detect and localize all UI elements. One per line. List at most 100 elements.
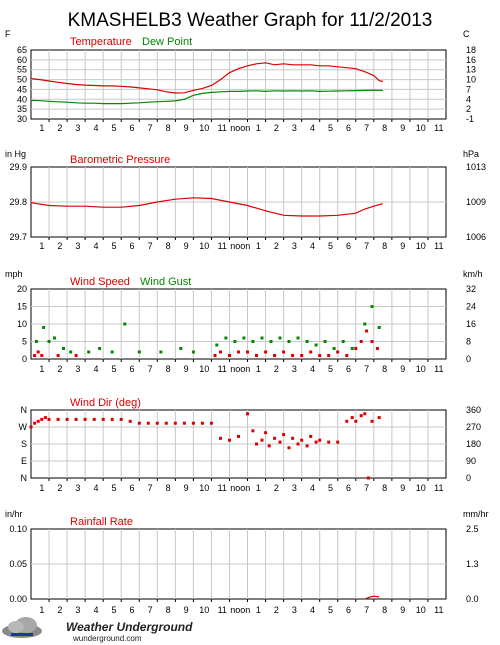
x-tick-label: 10 xyxy=(416,364,426,374)
data-point-wind-gust xyxy=(296,336,300,340)
data-point-wind-speed xyxy=(213,354,217,357)
x-tick-label: 5 xyxy=(328,605,333,615)
chart-panel-rainfall: 0.10 2.50.05 1.30.00 0.01 2 3 4 5 6 7 8 9 10 11 noon 1 2… xyxy=(5,509,489,615)
y-tick-label-left: 29.9 xyxy=(9,162,27,172)
data-point-wind-dir-deg xyxy=(155,421,159,425)
x-tick-label: 10 xyxy=(199,241,209,251)
data-point-wind-gust xyxy=(215,343,219,347)
data-point-wind-speed xyxy=(291,354,295,357)
x-tick-label: 1 xyxy=(256,123,261,133)
data-point-wind-gust xyxy=(363,322,367,326)
x-tick-label: 7 xyxy=(364,241,369,251)
y-tick-label-left: 65 xyxy=(17,45,27,55)
y-tick-label-left: 0.10 xyxy=(9,524,27,534)
plot-frame xyxy=(30,49,447,120)
x-tick-label: 6 xyxy=(346,605,351,615)
y-tick-label-right: 90 xyxy=(466,456,476,466)
y-tick-label-left: 35 xyxy=(17,104,27,114)
data-point-wind-gust xyxy=(377,326,381,329)
x-tick-label: 3 xyxy=(75,123,80,133)
data-point-wind-gust xyxy=(69,350,73,354)
x-tick-label: noon xyxy=(230,483,250,493)
x-tick-label: 5 xyxy=(111,364,116,374)
y-tick-label-right: 24 xyxy=(466,302,476,312)
data-point-wind-gust xyxy=(62,347,65,350)
data-point-wind-dir-deg xyxy=(36,419,40,423)
x-tick-label: 11 xyxy=(434,123,443,133)
x-tick-label: 4 xyxy=(310,364,315,374)
data-point-wind-gust xyxy=(42,326,46,329)
x-tick-label: 11 xyxy=(434,605,443,615)
y-tick-label-right: 270 xyxy=(466,422,481,432)
y-tick-label-left: 29.7 xyxy=(9,232,27,242)
x-tick-label: 2 xyxy=(274,364,279,374)
x-tick-label: 8 xyxy=(166,241,171,251)
x-tick-label: 9 xyxy=(400,483,405,493)
x-tick-label: 11 xyxy=(218,123,227,133)
left-unit-label: in Hg xyxy=(5,149,26,159)
y-tick-label-right: 2.5 xyxy=(466,524,479,534)
y-tick-label-left: W xyxy=(19,422,28,432)
y-tick-label-right: 32 xyxy=(466,284,476,294)
data-point-wind-gust xyxy=(98,347,102,350)
data-point-wind-gust xyxy=(370,305,374,308)
x-tick-label: 2 xyxy=(57,241,62,251)
data-point-wind-dir-deg xyxy=(327,440,331,444)
data-point-wind-gust xyxy=(269,340,273,343)
data-point-wind-dir-deg xyxy=(33,421,37,425)
data-point-wind-speed xyxy=(354,347,358,350)
x-tick-label: 1 xyxy=(256,364,261,374)
x-tick-label: 1 xyxy=(39,364,44,374)
series-label-wind-gust: Wind Gust xyxy=(140,276,191,288)
y-tick-label-right: 0 xyxy=(466,473,471,483)
data-point-wind-dir-deg xyxy=(300,438,304,442)
data-point-wind-dir-deg xyxy=(273,436,277,440)
data-point-wind-gust xyxy=(341,340,345,343)
data-point-wind-gust xyxy=(305,340,309,343)
data-point-wind-speed xyxy=(33,354,37,357)
data-point-wind-gust xyxy=(260,336,264,340)
x-tick-label: 8 xyxy=(166,364,171,374)
data-point-wind-dir-deg xyxy=(287,446,291,450)
data-point-wind-dir-deg xyxy=(264,431,268,435)
x-tick-label: 8 xyxy=(382,123,387,133)
data-point-wind-gust xyxy=(179,347,183,350)
data-point-wind-dir-deg xyxy=(182,421,186,425)
x-tick-label: 9 xyxy=(184,605,189,615)
wunderground-logo[interactable]: Weather Underground wunderground.com xyxy=(2,617,193,643)
y-tick-label-right: 1006 xyxy=(466,232,486,242)
x-tick-label: 2 xyxy=(274,483,279,493)
right-unit-label: km/h xyxy=(463,269,483,279)
x-tick-label: 1 xyxy=(39,241,44,251)
x-tick-label: 8 xyxy=(166,483,171,493)
x-tick-label: 4 xyxy=(310,123,315,133)
data-point-wind-speed xyxy=(375,347,379,350)
x-tick-label: 7 xyxy=(148,605,153,615)
x-tick-label: 7 xyxy=(364,605,369,615)
data-point-wind-dir-deg xyxy=(366,476,370,480)
data-point-wind-dir-deg xyxy=(137,421,141,425)
x-tick-label: 3 xyxy=(292,483,297,493)
data-point-wind-speed xyxy=(255,354,258,357)
series-label-wind-dir-deg: Wind Dir (deg) xyxy=(70,397,141,409)
y-tick-label-right: 0 xyxy=(466,354,471,364)
y-tick-label-left: 5 xyxy=(22,337,27,347)
data-point-wind-dir-deg xyxy=(255,442,258,446)
x-tick-label: 3 xyxy=(75,241,80,251)
data-point-wind-dir-deg xyxy=(146,421,150,425)
x-tick-label: 10 xyxy=(416,123,426,133)
series-line-temperature xyxy=(30,62,383,94)
x-tick-label: 11 xyxy=(218,241,227,251)
y-tick-label-left: N xyxy=(21,405,28,415)
data-point-wind-dir-deg xyxy=(209,421,213,425)
x-tick-label: 10 xyxy=(199,364,209,374)
y-tick-label-left: 50 xyxy=(17,75,27,85)
data-point-wind-dir-deg xyxy=(191,421,195,425)
data-point-wind-dir-deg xyxy=(219,436,222,440)
data-point-wind-gust xyxy=(350,347,354,350)
x-tick-label: 7 xyxy=(148,483,153,493)
x-tick-label: 11 xyxy=(434,241,443,251)
x-tick-label: 2 xyxy=(57,483,62,493)
